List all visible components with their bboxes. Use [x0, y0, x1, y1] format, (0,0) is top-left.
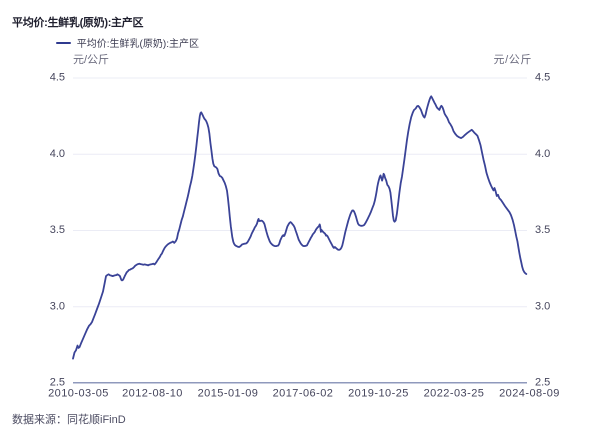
svg-text:4.0: 4.0 [50, 148, 65, 160]
svg-text:2022-03-25: 2022-03-25 [424, 388, 485, 400]
svg-text:4.5: 4.5 [50, 72, 65, 84]
svg-text:2.5: 2.5 [50, 376, 65, 388]
svg-text:2024-08-09: 2024-08-09 [499, 388, 560, 400]
svg-text:3.5: 3.5 [50, 224, 65, 236]
svg-text:2.5: 2.5 [535, 376, 550, 388]
svg-text:2010-03-05: 2010-03-05 [48, 388, 109, 400]
svg-text:3.0: 3.0 [50, 300, 65, 312]
svg-text:3.0: 3.0 [535, 300, 550, 312]
svg-text:2019-10-25: 2019-10-25 [348, 388, 409, 400]
svg-text:2017-06-02: 2017-06-02 [273, 388, 334, 400]
svg-text:4.5: 4.5 [535, 72, 550, 84]
svg-text:3.5: 3.5 [535, 224, 550, 236]
svg-text:4.0: 4.0 [535, 148, 550, 160]
svg-text:2015-01-09: 2015-01-09 [198, 388, 259, 400]
svg-text:2012-08-10: 2012-08-10 [122, 388, 183, 400]
